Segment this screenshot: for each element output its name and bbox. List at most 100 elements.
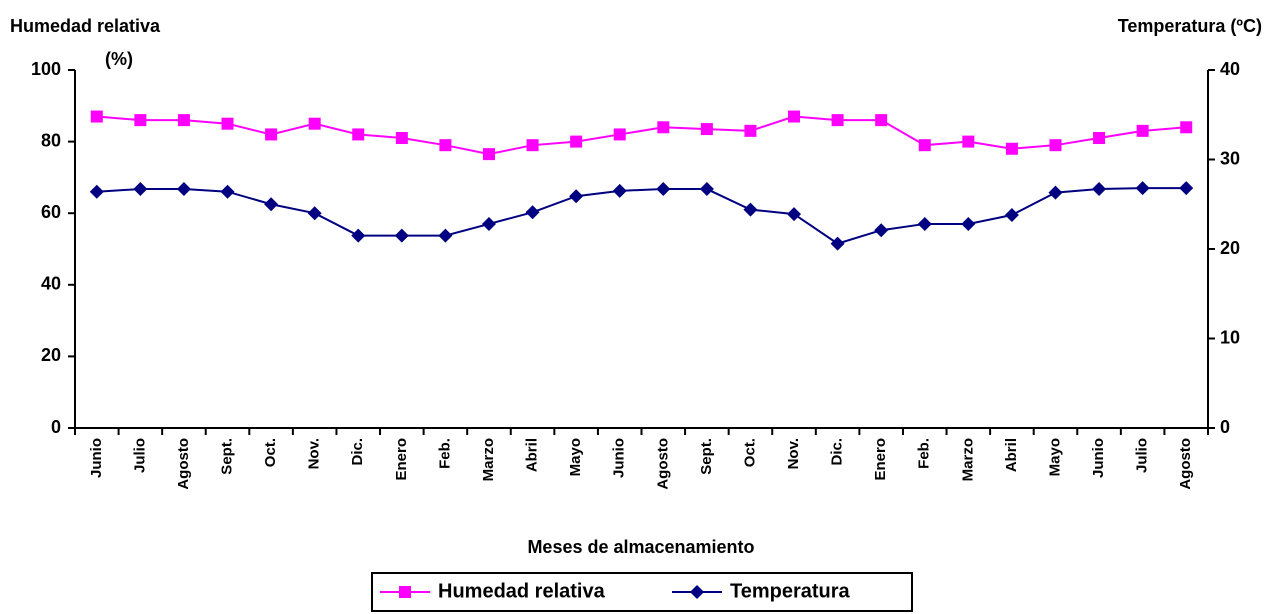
data-point bbox=[265, 128, 278, 141]
y2-tick-label: 20 bbox=[1220, 238, 1240, 258]
data-point bbox=[352, 128, 365, 141]
data-point bbox=[133, 182, 148, 197]
data-point bbox=[438, 228, 453, 243]
x-tick-label: Julio bbox=[1134, 438, 1151, 473]
legend-label: Humedad relativa bbox=[438, 580, 606, 602]
data-point bbox=[1048, 185, 1063, 200]
legend-marker bbox=[690, 585, 704, 599]
data-point bbox=[220, 184, 235, 199]
data-point bbox=[1005, 142, 1018, 155]
y2-tick-label: 10 bbox=[1220, 327, 1240, 347]
x-tick-label: Junio bbox=[611, 438, 628, 478]
data-point bbox=[395, 132, 408, 145]
data-point bbox=[1093, 132, 1106, 145]
data-point bbox=[699, 182, 714, 197]
x-tick-label: Feb. bbox=[916, 438, 933, 469]
data-point bbox=[89, 184, 104, 199]
data-point bbox=[612, 183, 627, 198]
data-point bbox=[874, 223, 889, 238]
data-point bbox=[743, 202, 758, 217]
data-point bbox=[700, 123, 713, 136]
data-point bbox=[1049, 139, 1062, 152]
data-point bbox=[744, 124, 757, 137]
legend-label: Temperatura bbox=[730, 580, 851, 602]
y-tick-label: 20 bbox=[41, 345, 61, 365]
data-point bbox=[525, 205, 540, 220]
x-tick-label: Abril bbox=[1003, 438, 1020, 472]
data-point bbox=[264, 197, 279, 212]
x-tick-label: Junio bbox=[1090, 438, 1107, 478]
y-tick-label: 60 bbox=[41, 202, 61, 222]
data-point bbox=[918, 139, 931, 152]
x-tick-label: Junio bbox=[88, 438, 105, 478]
data-point bbox=[831, 114, 844, 127]
y-axis-title: Humedad relativa bbox=[10, 16, 161, 36]
x-tick-label: Sept. bbox=[698, 438, 715, 475]
y-tick-label: 100 bbox=[31, 59, 61, 79]
data-point bbox=[656, 182, 671, 197]
x-tick-label: Mayo bbox=[567, 438, 584, 476]
data-point bbox=[1179, 181, 1194, 196]
data-point bbox=[657, 121, 670, 134]
x-axis-title: Meses de almacenamiento bbox=[527, 537, 754, 557]
x-tick-label: Dic. bbox=[829, 438, 846, 466]
data-point bbox=[526, 139, 539, 152]
data-point bbox=[134, 114, 147, 127]
data-point bbox=[221, 117, 234, 130]
legend-marker bbox=[399, 586, 411, 598]
data-point bbox=[1004, 207, 1019, 222]
data-point bbox=[830, 236, 845, 251]
y-tick-label: 0 bbox=[51, 417, 61, 437]
data-point bbox=[482, 148, 495, 161]
x-tick-label: Oct. bbox=[262, 438, 279, 467]
x-tick-label: Enero bbox=[393, 438, 410, 481]
data-point bbox=[1092, 182, 1107, 197]
data-point bbox=[176, 182, 191, 197]
x-tick-label: Enero bbox=[872, 438, 889, 481]
series-line bbox=[96, 187, 1187, 245]
data-point bbox=[569, 189, 584, 204]
x-tick-label: Marzo bbox=[480, 438, 497, 481]
y-axis-title: (%) bbox=[105, 49, 133, 69]
x-tick-label: Agosto bbox=[1177, 438, 1194, 490]
data-point bbox=[788, 110, 801, 123]
data-point bbox=[787, 207, 802, 222]
x-tick-label: Sept. bbox=[218, 438, 235, 475]
data-point bbox=[962, 135, 975, 148]
x-tick-label: Julio bbox=[131, 438, 148, 473]
data-point bbox=[394, 228, 409, 243]
y2-axis-title: Temperatura (ºC) bbox=[1118, 16, 1262, 36]
data-point bbox=[90, 110, 103, 123]
data-point bbox=[308, 117, 321, 130]
data-point bbox=[961, 216, 976, 231]
x-tick-label: Abril bbox=[524, 438, 541, 472]
data-point bbox=[917, 216, 932, 231]
data-point bbox=[351, 228, 366, 243]
data-point bbox=[1136, 124, 1149, 137]
series-line bbox=[96, 115, 1187, 156]
data-point bbox=[1135, 181, 1150, 196]
data-point bbox=[1180, 121, 1193, 134]
data-point bbox=[177, 114, 190, 127]
data-point bbox=[481, 216, 496, 231]
data-point bbox=[307, 206, 322, 221]
x-tick-label: Marzo bbox=[959, 438, 976, 481]
y-tick-label: 40 bbox=[41, 274, 61, 294]
x-tick-label: Nov. bbox=[306, 438, 323, 469]
x-tick-label: Agosto bbox=[175, 438, 192, 490]
data-point bbox=[875, 114, 888, 127]
y-tick-label: 80 bbox=[41, 130, 61, 150]
y2-tick-label: 30 bbox=[1220, 148, 1240, 168]
data-point bbox=[613, 128, 626, 141]
x-tick-label: Nov. bbox=[785, 438, 802, 469]
x-tick-label: Mayo bbox=[1046, 438, 1063, 476]
data-point bbox=[439, 139, 452, 152]
legend-box bbox=[371, 572, 913, 612]
y2-tick-label: 40 bbox=[1220, 59, 1240, 79]
x-tick-label: Feb. bbox=[436, 438, 453, 469]
x-tick-label: Agosto bbox=[654, 438, 671, 490]
x-tick-label: Oct. bbox=[741, 438, 758, 467]
x-tick-label: Dic. bbox=[349, 438, 366, 466]
data-point bbox=[570, 135, 583, 148]
